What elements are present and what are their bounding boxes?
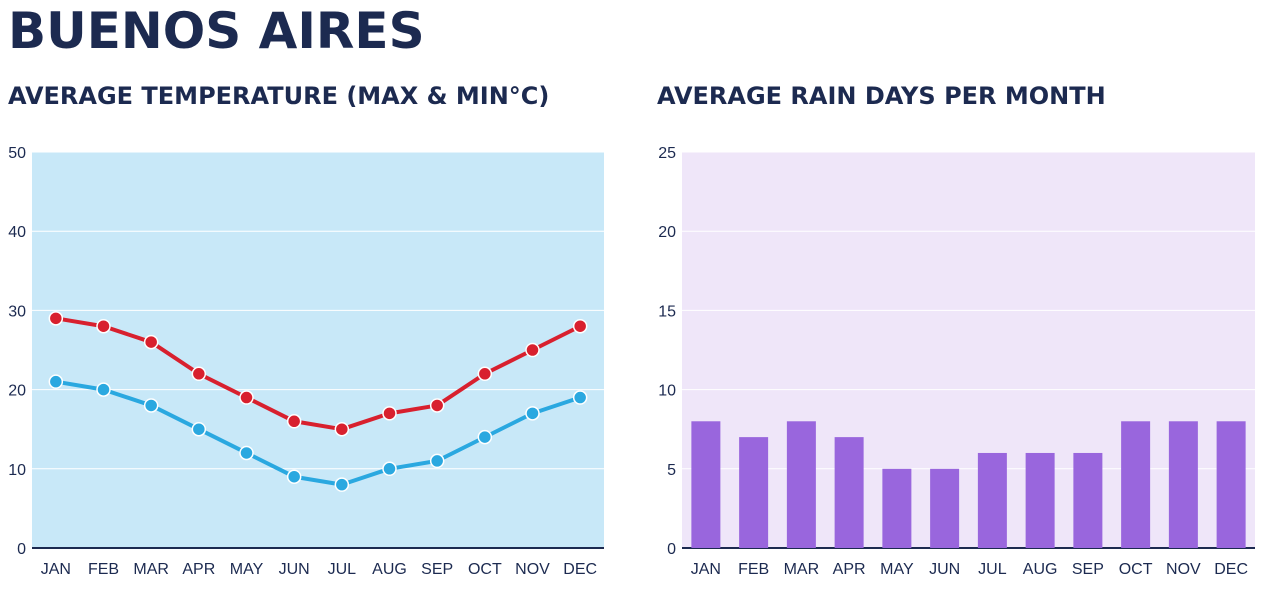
rain-x-tick-label: JUL <box>978 561 1007 578</box>
temperature-point <box>429 453 445 469</box>
page-title: BUENOS AIRES <box>8 2 425 60</box>
rain-x-tick-label: AUG <box>1023 561 1058 578</box>
temperature-y-tick-label: 0 <box>17 541 26 558</box>
temperature-x-tick-label: NOV <box>515 561 550 578</box>
rain-y-tick-label: 0 <box>667 541 676 558</box>
rain-x-tick-label: OCT <box>1119 561 1153 578</box>
rain-x-tick-label: MAY <box>880 561 914 578</box>
rain-bar <box>786 421 816 548</box>
temperature-x-tick-label: JUL <box>328 561 357 578</box>
temperature-chart-title: AVERAGE TEMPERATURE (MAX & MIN°C) <box>8 82 550 110</box>
temperature-y-tick-label: 50 <box>8 145 26 162</box>
temperature-x-tick-label: SEP <box>421 561 453 578</box>
rain-bar <box>1168 421 1198 548</box>
rain-chart-title: AVERAGE RAIN DAYS PER MONTH <box>657 82 1106 110</box>
temperature-x-tick-label: MAR <box>133 561 169 578</box>
temperature-point <box>477 366 493 382</box>
temperature-x-tick-label: DEC <box>563 561 597 578</box>
rain-y-tick-label: 20 <box>658 224 676 241</box>
temperature-point <box>143 398 159 413</box>
temperature-point <box>286 414 302 429</box>
rain-x-tick-label: APR <box>833 561 866 578</box>
temperature-series-line-0 <box>55 316 582 432</box>
rain-bar <box>882 468 912 548</box>
temperature-y-tick-label: 20 <box>8 383 26 400</box>
temperature-point <box>334 421 350 437</box>
temperature-y-tick-label: 40 <box>8 224 26 241</box>
rain-bar <box>977 452 1007 548</box>
rain-plot-area <box>682 152 1255 548</box>
temperature-point <box>96 318 111 334</box>
rain-x-tick-label: JAN <box>691 561 721 578</box>
rain-x-tick-label: MAR <box>784 561 820 578</box>
rain-bar <box>1025 452 1055 548</box>
rain-x-tick-label: DEC <box>1214 561 1248 578</box>
rain-y-tick-label: 25 <box>658 145 676 162</box>
rain-y-tick-label: 15 <box>658 303 676 320</box>
temperature-y-tick-label: 10 <box>8 462 26 479</box>
rain-y-tick-label: 5 <box>667 462 676 479</box>
temperature-point <box>191 366 207 382</box>
temperature-point <box>572 318 588 334</box>
temperature-series-line-1 <box>55 379 581 487</box>
temperature-point <box>382 406 397 421</box>
temperature-point <box>191 421 207 437</box>
temperature-point <box>572 390 588 405</box>
temperature-point <box>382 461 397 477</box>
rain-bar <box>739 437 769 548</box>
temperature-x-tick-label: FEB <box>88 561 119 578</box>
temperature-x-tick-label: APR <box>182 561 215 578</box>
temperature-point <box>96 382 111 397</box>
rain-bar <box>930 468 960 548</box>
rain-bar <box>691 421 721 548</box>
rain-x-tick-label: SEP <box>1072 561 1104 578</box>
rain-bar <box>1121 421 1151 548</box>
rain-x-tick-label: JUN <box>929 561 960 578</box>
temperature-point <box>477 429 493 445</box>
temperature-x-tick-label: JUN <box>279 561 310 578</box>
rain-x-tick-label: NOV <box>1166 561 1201 578</box>
temperature-y-tick-label: 30 <box>8 303 26 320</box>
temperature-x-tick-label: AUG <box>372 561 407 578</box>
temperature-point <box>239 390 254 405</box>
temperature-plot-area <box>32 152 604 548</box>
temperature-point <box>143 334 159 350</box>
temperature-point <box>48 374 64 389</box>
rain-bar <box>1216 421 1246 548</box>
temperature-point <box>48 311 64 326</box>
temperature-x-tick-label: MAY <box>230 561 264 578</box>
temperature-point <box>334 477 350 492</box>
temperature-x-tick-label: OCT <box>468 561 502 578</box>
temperature-point <box>525 406 540 421</box>
temperature-point <box>286 469 302 484</box>
temperature-point <box>239 445 254 461</box>
rain-y-tick-label: 10 <box>658 383 676 400</box>
rain-x-tick-label: FEB <box>738 561 769 578</box>
rain-bar <box>834 437 864 548</box>
temperature-point <box>429 398 445 413</box>
temperature-point <box>525 342 540 358</box>
temperature-x-tick-label: JAN <box>41 561 71 578</box>
rain-bar <box>1073 452 1103 548</box>
